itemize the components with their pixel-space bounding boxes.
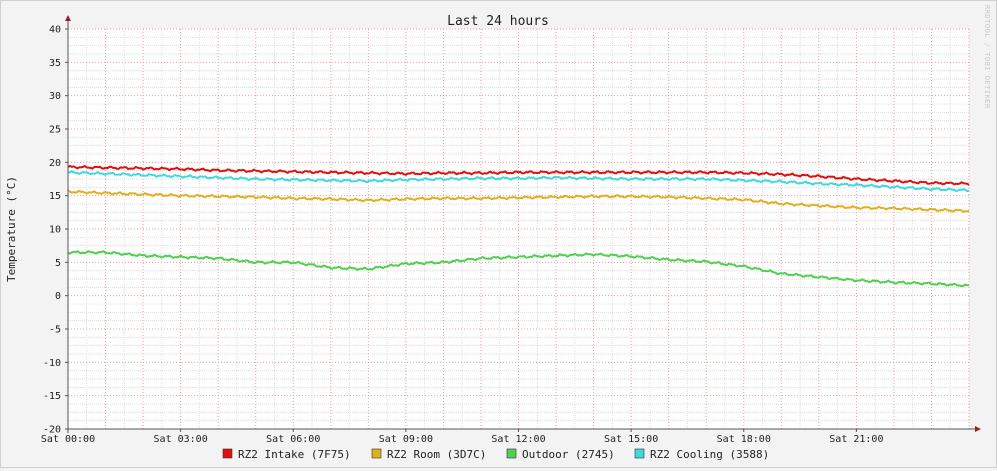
x-tick-label: Sat 03:00 (154, 434, 208, 445)
chart-title: Last 24 hours (447, 14, 549, 29)
y-tick-label: 15 (49, 191, 61, 202)
legend-swatch-2 (371, 448, 382, 459)
axes (65, 15, 981, 433)
legend-swatch-1 (222, 448, 233, 459)
legend-label-3: Outdoor (2745) (522, 448, 615, 461)
legend-label-1: RZ2 Intake (7F75) (238, 448, 351, 461)
legend-swatch-3 (506, 448, 517, 459)
legend: RZ2 Intake (7F75) RZ2 Room (3D7C) Outdoor … (222, 448, 769, 461)
y-tick-label: -15 (43, 391, 61, 402)
x-tick-label: Sat 12:00 (491, 434, 545, 445)
y-tick-label: 5 (55, 258, 61, 269)
x-axis-arrow (975, 426, 981, 432)
x-tick-label: Sat 21:00 (829, 434, 883, 445)
series-line-2 (67, 189, 970, 214)
x-tick-labels: Sat 00:00 Sat 03:00 Sat 06:00 Sat 09:00 Sat … (41, 429, 883, 445)
series-lines (67, 164, 970, 288)
y-tick-label: -20 (43, 425, 61, 436)
x-tick-label: Sat 15:00 (604, 434, 658, 445)
major-grid (67, 28, 970, 430)
y-tick-label: -5 (49, 325, 61, 336)
y-tick-label: 10 (49, 225, 61, 236)
legend-swatch-4 (634, 448, 645, 459)
x-tick-label: Sat 00:00 (41, 434, 95, 445)
x-tick-label: Sat 18:00 (717, 434, 771, 445)
legend-label-2: RZ2 Room (3D7C) (387, 448, 486, 461)
y-tick-labels: -20 -15 -10 -5 0 5 10 15 20 25 30 35 40 (43, 25, 68, 436)
legend-label-4: RZ2 Cooling (3588) (650, 448, 769, 461)
series-line-3 (67, 249, 970, 288)
y-tick-label: 30 (49, 91, 61, 102)
y-tick-label: 20 (49, 158, 61, 169)
y-tick-label: 40 (49, 25, 61, 36)
x-tick-label: Sat 06:00 (266, 434, 320, 445)
series-line-4 (67, 170, 970, 193)
y-axis-arrow (65, 15, 71, 21)
x-tick-label: Sat 09:00 (379, 434, 433, 445)
y-axis-label: Temperature (°C) (5, 176, 18, 282)
y-tick-label: 0 (55, 291, 61, 302)
series-line-1 (67, 164, 970, 186)
y-tick-label: -10 (43, 358, 61, 369)
y-tick-label: 25 (49, 125, 61, 136)
y-tick-label: 35 (49, 58, 61, 69)
rrdtool-watermark: RRDTOOL / TOBI OETIKER (983, 5, 991, 109)
